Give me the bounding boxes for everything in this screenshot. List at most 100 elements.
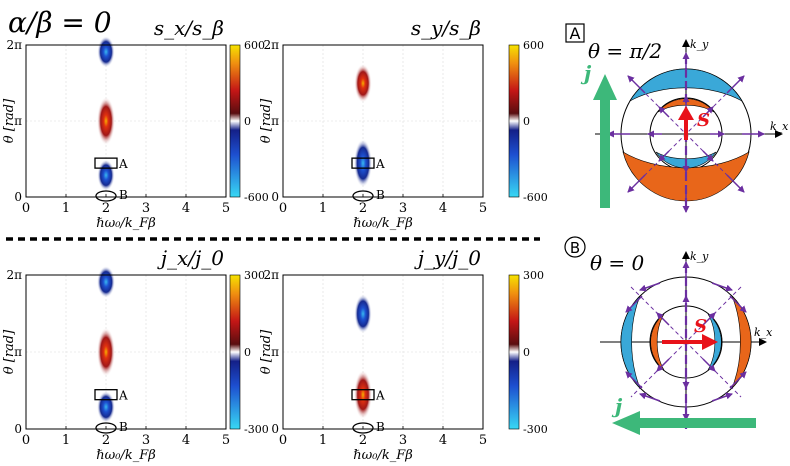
colorbar: [229, 44, 241, 198]
panel-title: j_y/j_0: [414, 246, 481, 270]
current-head-a: [593, 74, 617, 100]
y-tick-label: π: [271, 114, 279, 128]
schematic-b: B θ = 0 k_x k_y: [564, 236, 773, 435]
x-tick-label: 0: [279, 433, 287, 448]
marker-label-B: B: [376, 420, 385, 434]
marker-rect-A: [94, 157, 118, 169]
x-tick-label: 4: [439, 433, 447, 448]
colorbar-tick-label: 600: [244, 39, 265, 52]
y-tick-label: 0: [271, 190, 279, 204]
x-axis-label: ℏω₀/k_Fβ: [353, 448, 412, 463]
y-tick-label: 2π: [263, 38, 279, 52]
heatmap-lobe-1: [97, 36, 115, 68]
x-tick-label: 1: [62, 201, 70, 216]
colorbar-tick-label: 600: [523, 39, 544, 52]
plot-frame: [282, 274, 484, 430]
current-label-b: j: [611, 394, 623, 418]
marker-ellipse-B: [95, 422, 117, 434]
heatmap-lobe-3: [97, 159, 115, 191]
y-tick-label: π: [14, 345, 22, 359]
colorbar-tick-label: 0: [244, 346, 251, 359]
heatmap-panel-2: A B 0 1 2 3 4 5 0 π 2π ℏω₀/k_Fβ θ [rad] s_y/s_β 600 0 -6…: [259, 16, 548, 231]
heatmap-panel-1: A B 0 1 2 3 4 5 0 π 2π ℏω₀/k_Fβ θ [rad] s_x/s_β 600 0 -6…: [2, 16, 269, 231]
crescent-blue-inner-b: [707, 313, 722, 371]
x-tick-label: 2: [102, 433, 110, 448]
heatmap-lobe-1: [354, 63, 372, 103]
x-tick-label: 3: [142, 201, 150, 216]
x-tick-label: 2: [359, 433, 367, 448]
colorbar-tick-label: 0: [244, 115, 251, 128]
colorbar: [508, 274, 520, 430]
colorbar-tick-label: -600: [244, 191, 269, 204]
panel-title: j_x/j_0: [157, 246, 224, 270]
x-tick-label: 5: [222, 433, 230, 448]
spin-arrows-outer-a: [607, 52, 765, 213]
figure-title: α/β = 0: [8, 6, 112, 39]
badge-b-label: B: [570, 239, 580, 257]
y-tick-label: 2π: [6, 38, 22, 52]
heatmap-lobe-2: [354, 370, 372, 420]
marker-rect-A: [351, 157, 375, 169]
x-tick-label: 0: [22, 433, 30, 448]
heatmap-lobe-2: [354, 138, 372, 188]
x-tick-label: 4: [439, 201, 447, 216]
colorbar-tick-label: 0: [523, 115, 530, 128]
colorbar-tick-label: -300: [523, 423, 548, 436]
y-tick-label: π: [14, 114, 22, 128]
spin-label-a: S: [697, 110, 710, 131]
spin-vector-head-a: [678, 106, 694, 120]
marker-label-A: A: [118, 157, 128, 171]
colorbar-tick-label: 0: [523, 346, 530, 359]
heatmap-lobe-1: [97, 266, 115, 298]
marker-label-B: B: [119, 188, 128, 202]
badge-a-box: [565, 23, 585, 43]
ky-label-b: k_y: [690, 250, 709, 263]
heatmap-lobe-3: [97, 391, 115, 423]
marker-label-A: A: [375, 157, 385, 171]
current-bar-a: [600, 98, 610, 208]
x-axis-label: ℏω₀/k_Fβ: [96, 448, 155, 463]
angle-label-a: θ = π/2: [588, 39, 662, 63]
spin-arrows-inner-b: [656, 295, 716, 389]
marker-label-A: A: [375, 389, 385, 403]
y-axis-label: θ [rad]: [259, 329, 274, 374]
spin-arrows-inner-a: [647, 95, 725, 173]
colorbar-tick-label: 300: [244, 269, 265, 282]
current-bar-b: [636, 418, 756, 428]
crescent-orange-inner-a: [657, 98, 715, 113]
ky-label-a: k_y: [690, 38, 709, 51]
colorbar-tick-label: -600: [523, 191, 548, 204]
y-tick-label: 2π: [6, 268, 22, 282]
y-tick-label: π: [271, 345, 279, 359]
panel-title: s_x/s_β: [154, 16, 224, 40]
y-axis-label: θ [rad]: [259, 98, 274, 143]
x-tick-label: 0: [279, 201, 287, 216]
heatmap-lobe-2: [97, 96, 115, 146]
marker-label-B: B: [376, 188, 385, 202]
x-tick-label: 1: [319, 433, 327, 448]
x-tick-label: 3: [142, 433, 150, 448]
marker-label-A: A: [118, 389, 128, 403]
spin-vector-head-b: [702, 334, 718, 350]
x-tick-label: 3: [399, 433, 407, 448]
colorbar-tick-label: -300: [244, 423, 269, 436]
marker-rect-A: [351, 389, 375, 401]
y-tick-label: 0: [14, 190, 22, 204]
x-tick-label: 1: [319, 201, 327, 216]
heatmap-panel-3: A B 0 1 2 3 4 5 0 π 2π ℏω₀/k_Fβ θ [rad] j_x/j_0 300 0 -3…: [2, 246, 269, 463]
marker-ellipse-B: [95, 190, 117, 202]
x-axis-label: ℏω₀/k_Fβ: [353, 216, 412, 231]
plot-frame: [25, 44, 227, 198]
marker-rect-A: [94, 389, 118, 401]
x-tick-label: 0: [22, 201, 30, 216]
x-tick-label: 4: [182, 433, 190, 448]
colorbar-tick-label: 300: [523, 269, 544, 282]
plot-frame: [25, 274, 227, 430]
marker-ellipse-B: [352, 422, 374, 434]
y-tick-label: 0: [271, 422, 279, 436]
y-axis-label: θ [rad]: [2, 329, 17, 374]
marker-label-B: B: [119, 420, 128, 434]
x-tick-label: 3: [399, 201, 407, 216]
